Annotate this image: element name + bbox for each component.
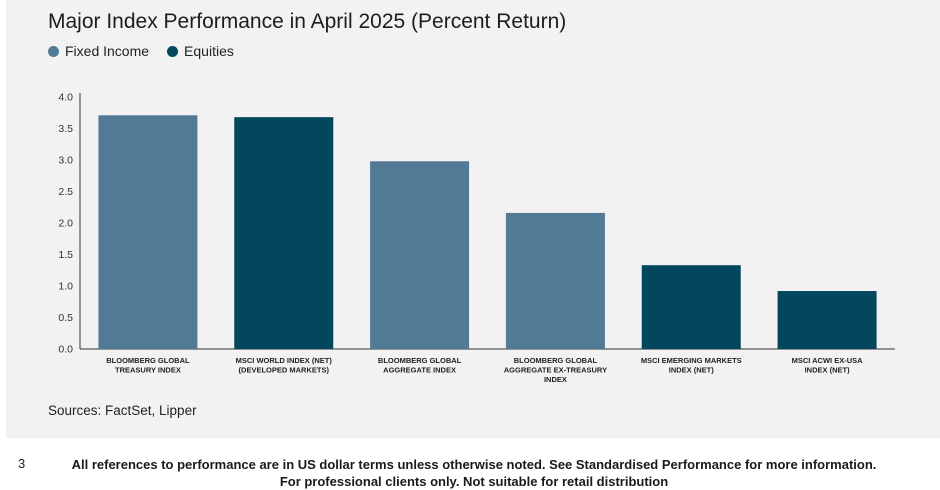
x-tick-label: AGGREGATE EX-TREASURY: [504, 366, 607, 375]
footer-line-2: For professional clients only. Not suita…: [279, 474, 669, 489]
x-tick-label: MSCI EMERGING MARKETS: [641, 356, 742, 365]
y-tick-label: 0.5: [58, 312, 73, 324]
x-tick-label: AGGREGATE INDEX: [383, 366, 456, 375]
y-tick-label: 1.5: [58, 249, 73, 261]
bar: [777, 291, 877, 349]
footer-line-1: All references to performance are in US …: [71, 457, 877, 472]
bar: [641, 265, 741, 349]
chart-legend: Fixed Income Equities: [48, 43, 252, 59]
legend-item-fixed-income: Fixed Income: [48, 43, 149, 59]
y-tick-label: 4.0: [58, 92, 73, 104]
x-tick-label: INDEX: [544, 375, 567, 384]
bar: [234, 117, 334, 349]
x-tick-label: BLOOMBERG GLOBAL: [378, 356, 462, 365]
y-tick-label: 2.5: [58, 186, 73, 198]
footer-disclaimer: All references to performance are in US …: [40, 456, 908, 490]
bar: [505, 212, 605, 349]
page-number: 3: [18, 456, 26, 471]
sources-note: Sources: FactSet, Lipper: [48, 403, 197, 418]
legend-swatch-fixed-income: [48, 45, 59, 57]
x-tick-label: BLOOMBERG GLOBAL: [106, 356, 190, 365]
x-tick-label: (DEVELOPED MARKETS): [239, 366, 330, 375]
x-tick-label: MSCI WORLD INDEX (NET): [236, 356, 333, 365]
y-tick-label: 3.0: [58, 155, 73, 167]
y-tick-label: 2.0: [58, 218, 73, 230]
y-tick-label: 0.0: [58, 344, 73, 356]
legend-swatch-equities: [167, 45, 179, 57]
y-tick-label: 3.5: [58, 123, 73, 135]
bar: [370, 161, 470, 349]
x-tick-label: MSCI ACWI EX-USA: [792, 356, 864, 365]
legend-label-equities: Equities: [184, 43, 234, 59]
y-tick-label: 1.0: [58, 281, 73, 293]
legend-item-equities: Equities: [167, 43, 234, 59]
x-tick-label: INDEX (NET): [805, 366, 851, 375]
x-tick-label: INDEX (NET): [669, 366, 715, 375]
bar: [98, 115, 198, 350]
chart-title: Major Index Performance in April 2025 (P…: [48, 10, 567, 33]
legend-label-fixed-income: Fixed Income: [65, 43, 150, 59]
x-tick-label: BLOOMBERG GLOBAL: [514, 356, 598, 365]
x-tick-label: TREASURY INDEX: [115, 366, 181, 375]
